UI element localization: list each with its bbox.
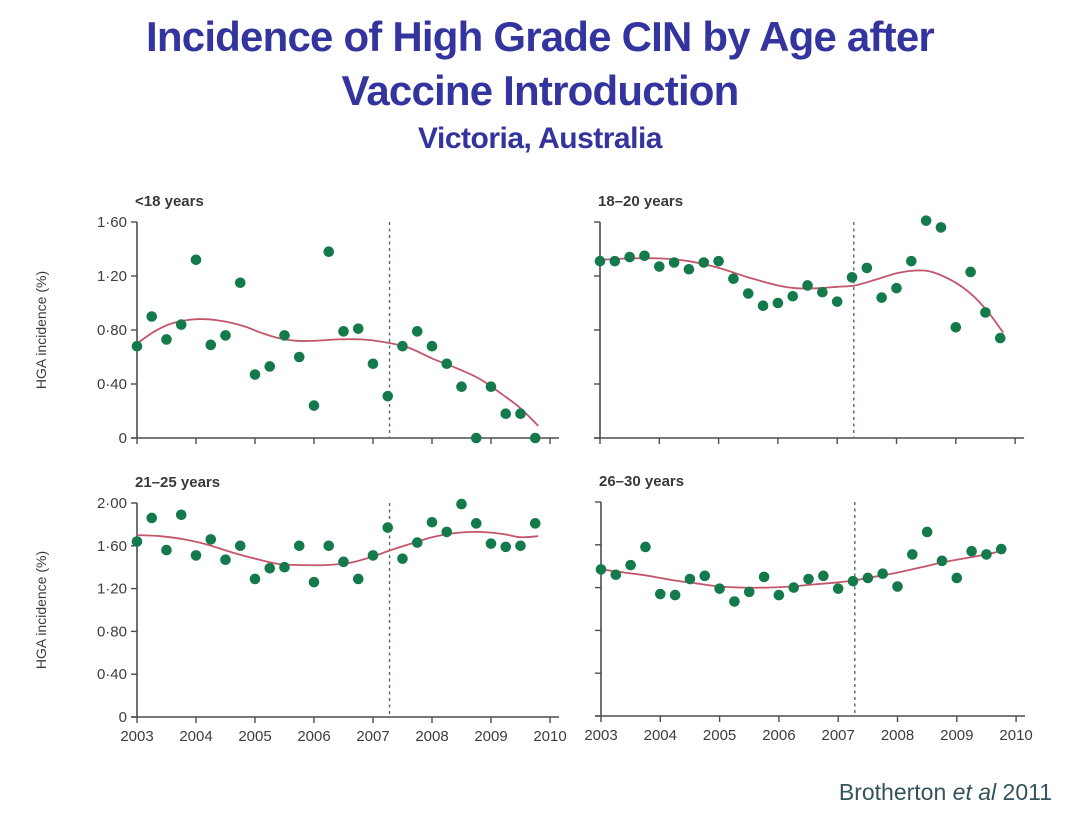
svg-text:2008: 2008 (881, 727, 914, 744)
chart-panel-26-30: 26–30 years 2003 2004 2005 2006 2007 2008 2009 2… (560, 455, 1080, 772)
svg-text:1·20: 1·20 (97, 268, 127, 285)
chart-svg-18-20: 18–20 years (594, 193, 1025, 444)
svg-text:0: 0 (119, 430, 127, 447)
svg-text:1·60: 1·60 (97, 538, 127, 555)
svg-text:HGA incidence (%): HGA incidence (%) (33, 271, 49, 389)
slide-title: Incidence of High Grade CIN by Age after… (0, 10, 1080, 160)
svg-text:2005: 2005 (703, 727, 736, 744)
chart-panel-18-20: 18–20 years (560, 186, 1080, 461)
citation-prefix: Brotherton (838, 779, 953, 805)
svg-text:2009: 2009 (940, 727, 973, 744)
svg-text:0·80: 0·80 (97, 322, 127, 339)
citation-authors-etal: et al (952, 779, 997, 805)
svg-text:1·20: 1·20 (97, 581, 127, 598)
svg-text:2006: 2006 (297, 728, 330, 745)
svg-text:2010: 2010 (999, 727, 1032, 744)
svg-text:0: 0 (119, 709, 127, 726)
svg-text:0·40: 0·40 (97, 376, 127, 393)
svg-text:2·00: 2·00 (97, 495, 127, 512)
svg-text:2003: 2003 (584, 727, 617, 744)
chart-svg-under-18: <18 years 0 0·40 0·80 1·20 1·60 HGA incidence … (33, 193, 559, 447)
citation: Brotherton et al 2011 (839, 779, 1052, 806)
citation-year: 2011 (996, 779, 1052, 805)
svg-text:2010: 2010 (533, 728, 566, 745)
svg-text:18–20 years: 18–20 years (598, 193, 683, 210)
svg-text:21–25 years: 21–25 years (135, 474, 220, 491)
svg-text:2007: 2007 (822, 727, 855, 744)
svg-text:2004: 2004 (179, 728, 212, 745)
chart-svg-21-25: 21–25 years 0 0·40 0·80 1·20 1·60 2·00 HGA inci… (33, 474, 567, 745)
svg-text:2006: 2006 (762, 727, 795, 744)
svg-text:0·40: 0·40 (97, 666, 127, 683)
svg-text:<18 years: <18 years (135, 193, 204, 210)
svg-text:HGA incidence (%): HGA incidence (%) (33, 551, 49, 669)
svg-text:2005: 2005 (238, 728, 271, 745)
slide-title-line-1: Incidence of High Grade CIN by Age after (146, 13, 935, 60)
chart-panel-under-18: <18 years 0 0·40 0·80 1·20 1·60 HGA incidence … (30, 186, 570, 461)
svg-text:1·60: 1·60 (97, 214, 127, 231)
svg-text:2009: 2009 (474, 728, 507, 745)
chart-panel-21-25: 21–25 years 0 0·40 0·80 1·20 1·60 2·00 HGA inci… (30, 455, 570, 772)
slide-title-line-2: Vaccine Introduction (341, 67, 739, 114)
slide-title-line-3: Victoria, Australia (418, 122, 662, 155)
svg-text:2008: 2008 (415, 728, 448, 745)
svg-text:26–30 years: 26–30 years (599, 473, 684, 490)
chart-svg-26-30: 26–30 years 2003 2004 2005 2006 2007 2008 2009 2… (584, 473, 1032, 744)
svg-text:0·80: 0·80 (97, 623, 127, 640)
svg-text:2004: 2004 (644, 727, 677, 744)
svg-text:2007: 2007 (356, 728, 389, 745)
svg-text:2003: 2003 (120, 728, 153, 745)
